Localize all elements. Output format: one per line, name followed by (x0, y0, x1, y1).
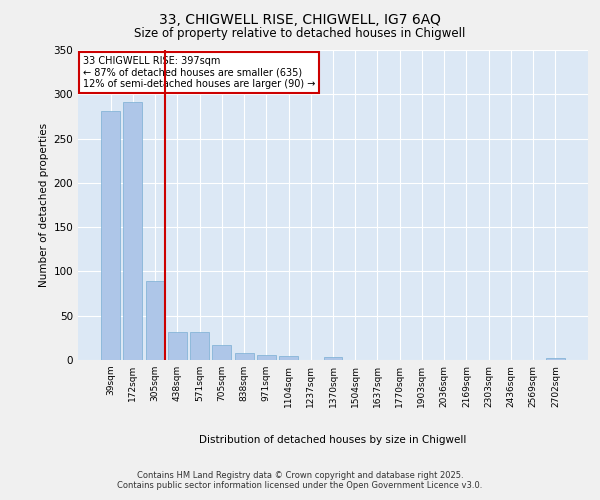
Text: 33, CHIGWELL RISE, CHIGWELL, IG7 6AQ: 33, CHIGWELL RISE, CHIGWELL, IG7 6AQ (159, 12, 441, 26)
Text: 33 CHIGWELL RISE: 397sqm
← 87% of detached houses are smaller (635)
12% of semi-: 33 CHIGWELL RISE: 397sqm ← 87% of detach… (83, 56, 316, 90)
Bar (124, 102, 142, 360)
Text: Contains HM Land Registry data © Crown copyright and database right 2025.
Contai: Contains HM Land Registry data © Crown c… (118, 470, 482, 490)
Bar (212, 345, 231, 360)
Text: Distribution of detached houses by size in Chigwell: Distribution of detached houses by size … (199, 435, 467, 445)
Y-axis label: Number of detached properties: Number of detached properties (39, 123, 49, 287)
Bar (101, 111, 120, 360)
Bar (323, 358, 343, 360)
Bar (279, 356, 298, 360)
Text: Size of property relative to detached houses in Chigwell: Size of property relative to detached ho… (134, 28, 466, 40)
Bar (546, 358, 565, 360)
Bar (257, 354, 276, 360)
Bar (235, 353, 254, 360)
Bar (168, 332, 187, 360)
Bar (146, 281, 164, 360)
Bar (190, 332, 209, 360)
